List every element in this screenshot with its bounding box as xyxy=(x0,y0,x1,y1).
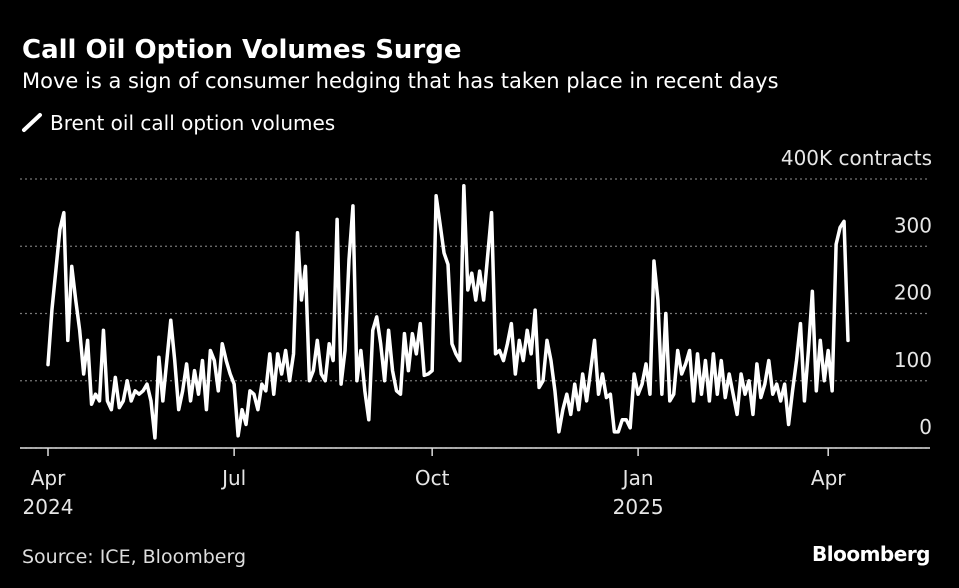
x-tick-label: Apr xyxy=(811,466,846,490)
y-tick-label: 0 xyxy=(919,415,932,439)
source-note: Source: ICE, Bloomberg xyxy=(22,546,246,568)
y-tick-label: 400K contracts xyxy=(781,146,932,170)
brand-logo: Bloomberg xyxy=(812,542,930,566)
chart-title: Call Oil Option Volumes Surge xyxy=(22,35,462,65)
x-tick-label: Apr 2024 xyxy=(23,466,74,519)
tick-line: Apr xyxy=(31,466,66,490)
tick-line: 2024 xyxy=(23,495,74,519)
x-tick-label: Jan 2025 xyxy=(613,466,664,519)
x-tick-label: Jul xyxy=(220,466,246,490)
data-line xyxy=(46,183,850,440)
chart-subtitle: Move is a sign of consumer hedging that … xyxy=(22,69,779,93)
y-tick-label: 100 xyxy=(894,348,932,372)
y-tick-label: 300 xyxy=(894,213,932,237)
tick-line: 2025 xyxy=(613,495,664,519)
legend-swatch xyxy=(22,113,42,132)
y-tick-label: 200 xyxy=(894,281,932,305)
legend-label: Brent oil call option volumes xyxy=(50,111,335,135)
tick-line: Jan xyxy=(621,466,654,490)
x-tick-label: Oct xyxy=(415,466,450,490)
